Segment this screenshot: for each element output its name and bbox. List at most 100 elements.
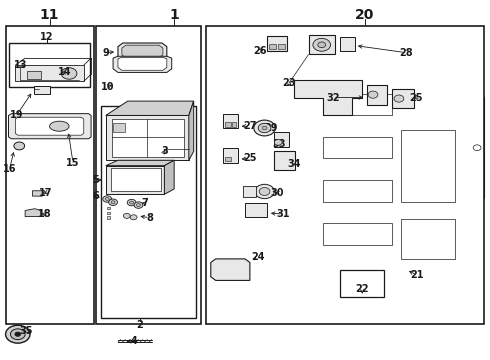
Circle shape [127, 199, 136, 206]
Text: 1: 1 [169, 8, 179, 22]
Bar [107, 207, 110, 210]
Polygon shape [122, 45, 163, 58]
Bar [323, 180, 392, 202]
Text: 8: 8 [147, 213, 153, 222]
Text: 28: 28 [399, 48, 413, 58]
Bar [26, 71, 41, 79]
Circle shape [394, 95, 404, 102]
Polygon shape [112, 119, 184, 157]
Text: 34: 34 [287, 159, 300, 169]
Text: 31: 31 [276, 209, 290, 219]
Bar [323, 137, 392, 158]
Text: 5: 5 [93, 175, 99, 185]
Bar [309, 35, 335, 54]
Polygon shape [8, 114, 91, 139]
Circle shape [318, 42, 326, 48]
Text: 29: 29 [264, 123, 278, 133]
Bar [367, 85, 387, 105]
Polygon shape [106, 101, 194, 116]
Text: 9: 9 [102, 48, 109, 58]
Text: 27: 27 [243, 121, 257, 131]
Bar [243, 186, 256, 197]
Circle shape [130, 201, 134, 204]
Text: 20: 20 [355, 8, 374, 22]
Bar [232, 122, 236, 127]
Polygon shape [211, 259, 250, 280]
Circle shape [258, 123, 271, 133]
Circle shape [111, 201, 115, 204]
Bar [323, 94, 392, 116]
Text: 23: 23 [282, 78, 296, 88]
Bar [267, 36, 287, 51]
Ellipse shape [49, 121, 69, 131]
Circle shape [105, 198, 109, 201]
Polygon shape [118, 43, 167, 60]
Bar [225, 122, 231, 127]
Bar [274, 132, 289, 147]
Text: 4: 4 [130, 336, 137, 346]
Circle shape [259, 188, 270, 195]
Text: 16: 16 [3, 164, 16, 174]
Bar [278, 44, 285, 49]
Text: 14: 14 [57, 67, 71, 77]
Bar [223, 114, 238, 128]
Text: 21: 21 [410, 270, 424, 280]
Text: 11: 11 [40, 8, 59, 22]
Circle shape [103, 196, 112, 202]
Bar [96, 26, 201, 324]
Text: 2: 2 [137, 320, 143, 330]
Bar [269, 44, 276, 49]
Bar [9, 43, 90, 87]
Circle shape [130, 215, 137, 220]
Text: 6: 6 [93, 191, 99, 201]
Text: 10: 10 [100, 82, 114, 92]
Polygon shape [294, 80, 362, 116]
Circle shape [254, 120, 275, 136]
Polygon shape [113, 56, 172, 72]
Text: 17: 17 [39, 188, 53, 198]
Circle shape [5, 325, 30, 343]
Text: 25: 25 [243, 153, 257, 163]
Bar [323, 223, 392, 244]
Polygon shape [189, 101, 194, 160]
Polygon shape [106, 160, 174, 166]
Text: 32: 32 [326, 93, 340, 103]
Polygon shape [15, 65, 84, 81]
Polygon shape [309, 58, 485, 302]
Circle shape [15, 332, 21, 336]
Bar [5, 26, 94, 324]
Text: 26: 26 [253, 46, 267, 56]
Text: 18: 18 [38, 209, 51, 219]
Bar [223, 148, 238, 163]
Circle shape [368, 91, 378, 98]
Text: 12: 12 [40, 32, 54, 41]
Bar [107, 216, 110, 219]
Circle shape [473, 145, 481, 150]
Text: 19: 19 [10, 111, 23, 121]
Polygon shape [164, 160, 174, 194]
Text: 24: 24 [251, 252, 265, 262]
Circle shape [313, 39, 331, 51]
Bar [274, 151, 295, 170]
Circle shape [10, 329, 25, 339]
Bar [340, 270, 384, 297]
Polygon shape [106, 166, 164, 194]
Circle shape [262, 126, 267, 130]
Text: 33: 33 [272, 139, 286, 149]
Bar [340, 37, 355, 51]
Text: 15: 15 [66, 158, 80, 168]
Bar [401, 220, 455, 259]
Bar [206, 26, 485, 324]
Text: 7: 7 [142, 198, 148, 208]
Circle shape [274, 139, 282, 145]
Polygon shape [25, 209, 41, 217]
Circle shape [255, 184, 274, 199]
Circle shape [137, 204, 141, 207]
Circle shape [61, 68, 77, 79]
Bar [401, 130, 455, 202]
Polygon shape [111, 168, 161, 192]
Circle shape [109, 199, 118, 206]
Text: 13: 13 [14, 60, 27, 70]
Polygon shape [32, 191, 45, 196]
Text: 30: 30 [270, 188, 284, 198]
